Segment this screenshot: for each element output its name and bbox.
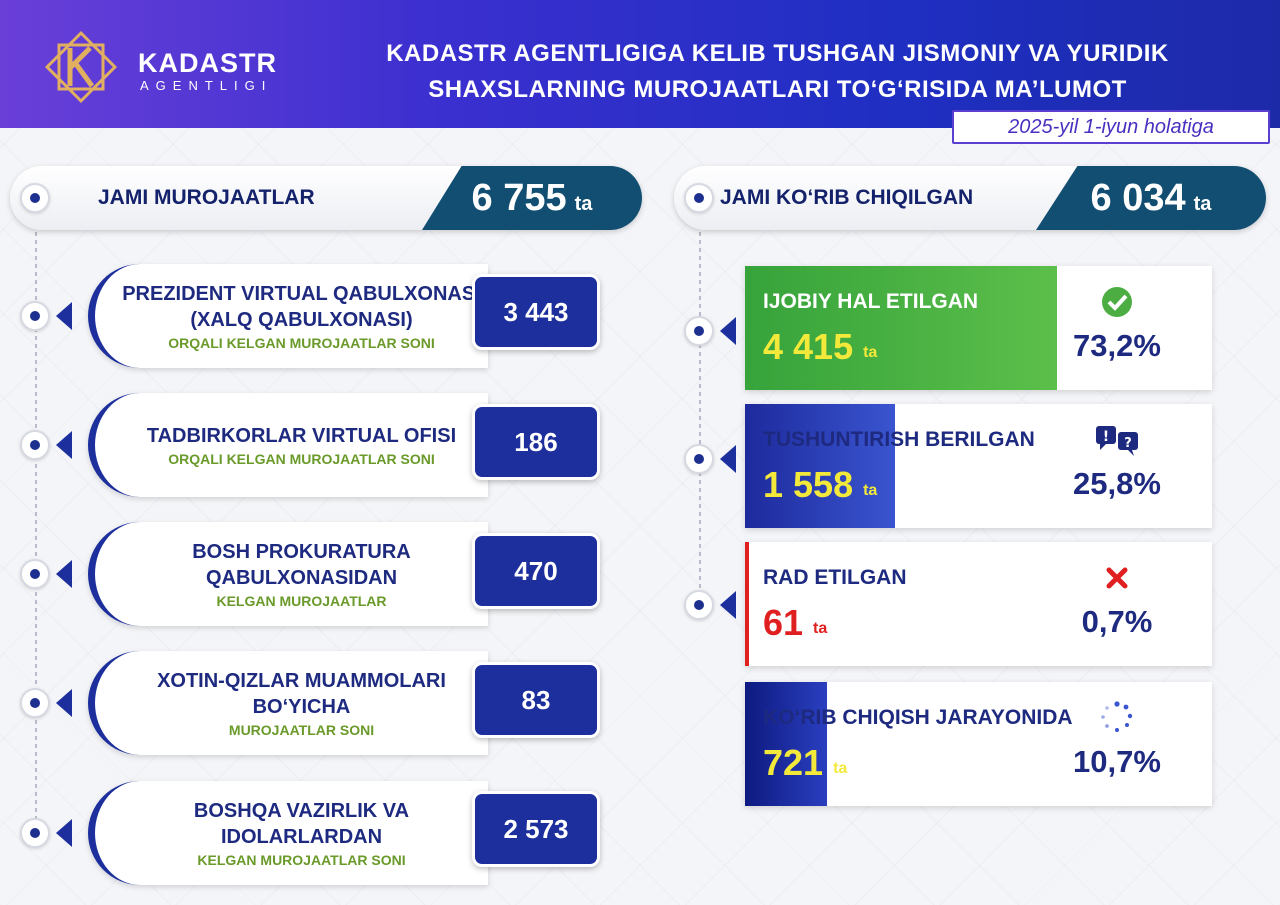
source-title: BOSH PROKURATURA xyxy=(192,541,411,563)
right-total-value: 6 034 xyxy=(1090,176,1186,219)
result-fill xyxy=(745,266,1057,390)
right-timeline-line xyxy=(699,216,701,616)
left-total-label: JAMI MUROJAATLAR xyxy=(98,186,315,209)
speech-bubbles-icon: ! ? xyxy=(1096,426,1138,456)
result-label: RAD ETILGAN xyxy=(763,566,907,589)
spinner-icon xyxy=(1101,701,1133,732)
right-total-unit: ta xyxy=(1193,192,1212,215)
left-total-value: 6 755 xyxy=(471,176,567,219)
result-unit: ta xyxy=(863,482,878,499)
pointer-arrow-icon xyxy=(56,302,72,330)
source-title: PREZIDENT VIRTUAL QABULXONASI xyxy=(122,283,481,305)
title-line-1: KADASTR AGENTLIGIGA KELIB TUSHGAN JISMON… xyxy=(386,40,1169,67)
result-label: TUSHUNTIRISH BERILGAN xyxy=(763,428,1035,451)
source-count: 186 xyxy=(472,404,600,480)
cross-icon xyxy=(1106,567,1128,589)
timeline-dot xyxy=(20,183,50,213)
result-fill xyxy=(745,404,895,528)
left-total-unit: ta xyxy=(574,192,593,215)
result-card: IJOBIY HAL ETILGAN 4 415 ta 73,2% xyxy=(745,266,1212,390)
timeline-dot xyxy=(20,688,50,718)
left-total-value-box: 6 755 ta xyxy=(422,166,642,230)
result-percent: 10,7% xyxy=(1073,744,1161,779)
result-unit: ta xyxy=(833,760,848,777)
result-card: TUSHUNTIRISH BERILGAN 1 558 ta ! ? 25,8% xyxy=(745,404,1212,528)
timeline-dot xyxy=(20,430,50,460)
source-card: BOSHQA VAZIRLIK VA IDOLARLARDAN KELGAN M… xyxy=(88,781,488,885)
check-icon xyxy=(1102,287,1132,317)
pointer-arrow-icon xyxy=(720,591,736,619)
result-unit: ta xyxy=(863,344,878,361)
result-value-group: 721 ta xyxy=(763,744,847,782)
left-timeline-line xyxy=(35,216,37,836)
header-banner: KADASTR AGENTLIGI KADASTR AGENTLIGIGA KE… xyxy=(0,0,1280,128)
source-subtitle: ORQALI KELGAN MUROJAATLAR SONI xyxy=(168,451,435,467)
timeline-dot xyxy=(20,301,50,331)
source-title-2: (XALQ QABULXONASI) xyxy=(190,309,413,331)
source-title: BOSHQA VAZIRLIK VA IDOLARLARDAN xyxy=(193,800,410,848)
right-total-value-box: 6 034 ta xyxy=(1036,166,1266,230)
result-percent: 73,2% xyxy=(1073,328,1161,363)
source-title-2: QABULXONASIDAN xyxy=(205,567,398,589)
result-value: 721 xyxy=(763,742,824,783)
svg-text:!: ! xyxy=(1103,429,1109,445)
pointer-arrow-icon xyxy=(56,689,72,717)
left-total-pill: JAMI MUROJAATLAR 6 755 ta xyxy=(10,166,642,230)
timeline-dot xyxy=(20,559,50,589)
source-card: PREZIDENT VIRTUAL QABULXONASI (XALQ QABU… xyxy=(88,264,488,368)
result-fill xyxy=(745,542,749,666)
result-card: RAD ETILGAN 61 ta 0,7% xyxy=(745,542,1212,666)
title-line-2: SHAXSLARNING MUROJAATLARI TO‘G‘RISIDA MA… xyxy=(428,76,1127,103)
source-count: 2 573 xyxy=(472,791,600,867)
result-fill xyxy=(745,682,827,806)
source-count: 83 xyxy=(472,662,600,738)
pointer-arrow-icon xyxy=(56,819,72,847)
source-subtitle: MUROJAATLAR SONI xyxy=(228,722,375,738)
pointer-arrow-icon xyxy=(56,560,72,588)
result-value-group: 1 558 ta xyxy=(763,466,877,504)
result-value: 4 415 xyxy=(763,326,854,367)
right-total-label: JAMI KO‘RIB CHIQILGAN xyxy=(720,186,974,209)
pointer-arrow-icon xyxy=(720,445,736,473)
timeline-dot xyxy=(684,444,714,474)
source-subtitle: KELGAN MUROJAATLAR SONI xyxy=(197,852,406,868)
source-title: XOTIN-QIZLAR MUAMMOLARI BO‘YICHA xyxy=(157,670,446,718)
date-badge: 2025-yil 1-iyun holatiga xyxy=(952,110,1270,144)
result-value-group: 4 415 ta xyxy=(763,328,877,366)
source-card: BOSH PROKURATURA QABULXONASIDAN KELGAN M… xyxy=(88,522,488,626)
pointer-arrow-icon xyxy=(56,431,72,459)
result-label: KO‘RIB CHIQISH JARAYONIDA xyxy=(763,706,1073,729)
timeline-dot xyxy=(684,316,714,346)
kadastr-logo-icon xyxy=(44,30,118,104)
result-percent: 0,7% xyxy=(1081,604,1153,639)
result-label: IJOBIY HAL ETILGAN xyxy=(763,290,979,313)
timeline-dot xyxy=(684,590,714,620)
source-count: 470 xyxy=(472,533,600,609)
source-subtitle: ORQALI KELGAN MUROJAATLAR SONI xyxy=(168,335,435,351)
source-title: TADBIRKORLAR VIRTUAL OFISI xyxy=(146,425,457,447)
page-title: KADASTR AGENTLIGIGA KELIB TUSHGAN JISMON… xyxy=(310,36,1245,108)
result-percent: 25,8% xyxy=(1073,466,1161,501)
result-card: KO‘RIB CHIQISH JARAYONIDA 721 ta 10,7% xyxy=(745,682,1212,806)
result-unit: ta xyxy=(813,620,828,637)
timeline-dot xyxy=(20,818,50,848)
result-value-group: 61 ta xyxy=(763,604,827,642)
timeline-dot xyxy=(684,183,714,213)
logo-subtitle: AGENTLIGI xyxy=(140,78,273,93)
source-card: TADBIRKORLAR VIRTUAL OFISI ORQALI KELGAN… xyxy=(88,393,488,497)
result-value: 61 xyxy=(763,602,804,643)
result-value: 1 558 xyxy=(763,464,854,505)
logo-name: KADASTR xyxy=(138,48,277,78)
svg-text:?: ? xyxy=(1124,436,1132,451)
pointer-arrow-icon xyxy=(720,317,736,345)
source-subtitle: KELGAN MUROJAATLAR xyxy=(216,593,387,609)
source-count: 3 443 xyxy=(472,274,600,350)
source-card: XOTIN-QIZLAR MUAMMOLARI BO‘YICHA MUROJAA… xyxy=(88,651,488,755)
right-total-pill: JAMI KO‘RIB CHIQILGAN 6 034 ta xyxy=(674,166,1266,230)
